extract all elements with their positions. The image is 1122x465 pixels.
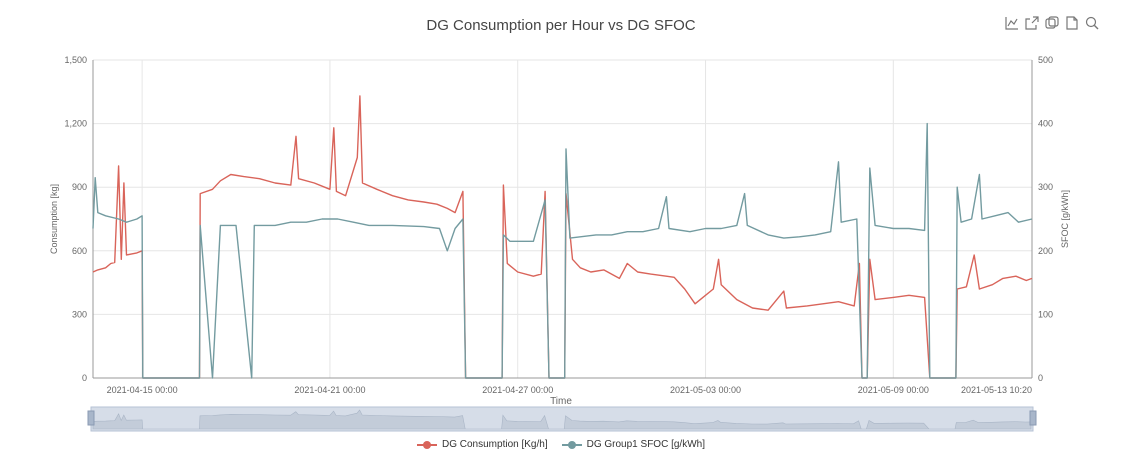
y-left-tick-label: 300 <box>72 309 87 319</box>
x-tick-label: 2021-05-03 00:00 <box>670 385 741 395</box>
restore-icon[interactable] <box>1044 15 1060 31</box>
y-left-tick-label: 0 <box>82 373 87 383</box>
y-right-tick-label: 500 <box>1038 55 1053 65</box>
slider-right-handle[interactable] <box>1029 410 1037 426</box>
y-right-tick-label: 200 <box>1038 246 1053 256</box>
legend-item-sfoc[interactable]: DG Group1 SFOC [g/kWh] <box>561 439 705 450</box>
data-zoom-slider[interactable] <box>87 406 1037 432</box>
chart-title: DG Consumption per Hour vs DG SFOC <box>426 17 696 34</box>
legend-sfoc-icon <box>561 440 582 449</box>
y-left-tick-label: 1,500 <box>64 55 87 65</box>
series-lines <box>92 95 1033 379</box>
legend: DG Consumption [Kg/h] DG Group1 SFOC [g/… <box>0 439 1122 450</box>
document-icon[interactable] <box>1064 15 1080 31</box>
y-left-tick-label: 600 <box>72 246 87 256</box>
legend-consumption-icon <box>417 440 437 449</box>
zoom-icon[interactable] <box>1084 15 1100 31</box>
x-tick-label: 2021-04-15 00:00 <box>107 385 178 395</box>
y-right-tick-label: 100 <box>1038 309 1053 319</box>
export-icon[interactable] <box>1024 15 1040 31</box>
x-axis-label: Time <box>550 396 572 407</box>
sfoc-series-line <box>92 122 1033 379</box>
slider-left-handle[interactable] <box>87 410 95 426</box>
axes: 0 0 300 100 600 200 900 300 1,200 400 1,500 500 2021… <box>64 55 1053 395</box>
x-tick-label: 2021-04-21 00:00 <box>294 385 365 395</box>
x-tick-label: 2021-05-09 00:00 <box>858 385 929 395</box>
y-right-tick-label: 0 <box>1038 373 1043 383</box>
y-axis-left-label: Consumption [kg] <box>49 184 59 254</box>
x-tick-label: 2021-05-13 10:20 <box>961 385 1032 395</box>
legend-item-consumption[interactable]: DG Consumption [Kg/h] <box>417 439 548 450</box>
grid-lines <box>93 59 1033 379</box>
y-axis-right-label: SFOC [g/kWh] <box>1060 190 1070 248</box>
line-chart-icon[interactable] <box>1004 15 1020 31</box>
y-right-tick-label: 400 <box>1038 119 1053 129</box>
y-left-tick-label: 1,200 <box>64 119 87 129</box>
slider-preview-area <box>92 409 1032 430</box>
legend-label-consumption: DG Consumption [Kg/h] <box>442 439 548 450</box>
x-tick-label: 2021-04-27 00:00 <box>482 385 553 395</box>
y-right-tick-label: 300 <box>1038 182 1053 192</box>
y-left-tick-label: 900 <box>72 182 87 192</box>
legend-label-sfoc: DG Group1 SFOC [g/kWh] <box>586 439 705 450</box>
chart-toolbox <box>1004 15 1100 31</box>
consumption-series-line <box>92 95 1033 379</box>
